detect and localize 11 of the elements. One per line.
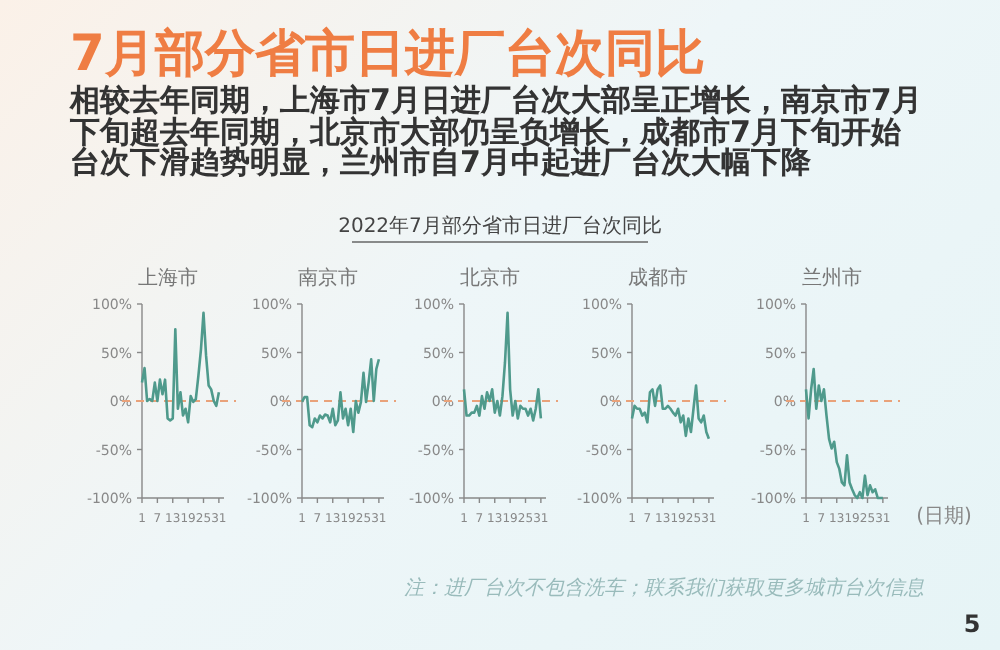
text: 相较去年同期，上海市7月日进厂台次大部呈正增长，南京市7月下旬超去年同期，北京市大部仍呈负增长，成都市7月下旬开始台次下滑趋势明显，兰州市自7月中起进厂台次大幅下降 xyxy=(70,82,924,180)
text: 7月部分省市日进厂台次同比 xyxy=(70,22,705,84)
x-axis-title: (日期) xyxy=(916,504,972,528)
chart-title: 北京市 xyxy=(460,266,520,290)
chart-title: 兰州市 xyxy=(802,266,862,290)
text: 5 xyxy=(963,610,981,638)
text: 2022年7月部分省市日进厂台次同比 xyxy=(338,214,662,238)
chart-title: 上海市 xyxy=(138,266,198,290)
chart-title: 成都市 xyxy=(628,266,688,290)
chart-title: 南京市 xyxy=(298,266,358,290)
text: 注：进厂台次不包含洗车；联系我们获取更多城市台次信息 xyxy=(404,576,924,600)
